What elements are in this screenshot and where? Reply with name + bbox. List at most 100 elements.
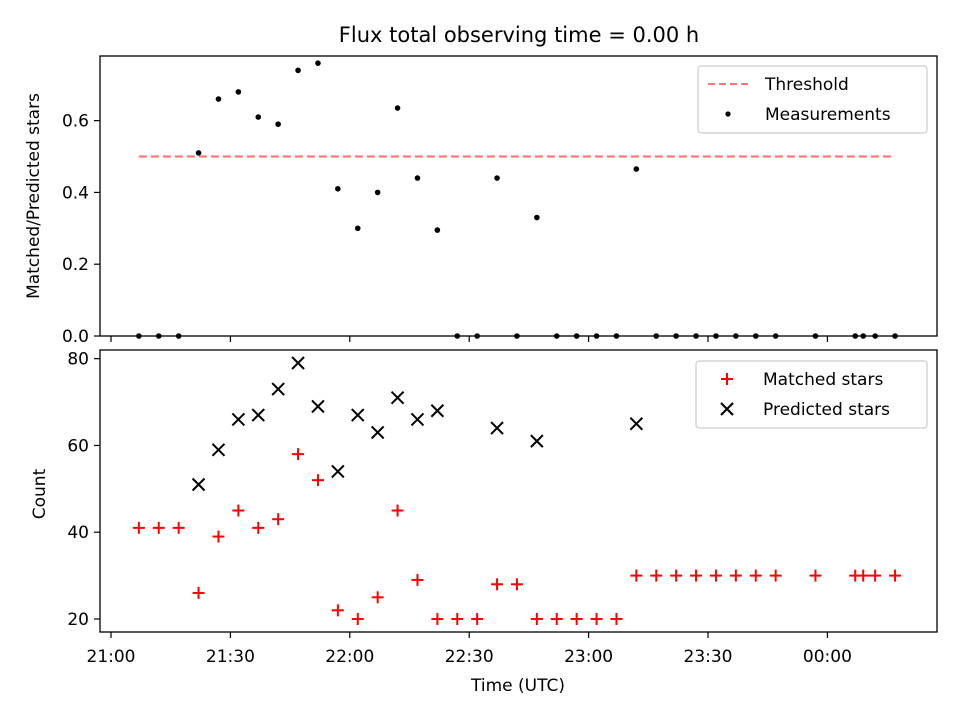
top-y-tick-label-2: 0.4 [62,183,89,203]
predicted-star-point [211,443,226,457]
matched-star-point [650,569,663,582]
matched-star-point [550,612,563,625]
x-tick-label-5: 23:30 [684,647,733,667]
matched-star-point [172,521,185,534]
measurement-point [374,189,381,196]
measurement-point [195,150,202,156]
measurement-point [335,186,341,192]
bottom-y-tick-label-3: 80 [67,350,89,370]
matched-star-point [857,569,870,582]
matched-star-point [272,513,285,526]
bottom-plot-marks [132,356,902,625]
legend-predicted-swatch [720,402,734,416]
predicted-star-point [311,399,325,414]
top-legend: Threshold Measurements [697,65,928,134]
matched-star-point [590,612,603,625]
matched-star-point [809,569,822,582]
matched-star-point [371,591,384,604]
matched-star-point [451,612,464,625]
matched-star-point [252,521,265,534]
top-plot-marks [136,60,898,339]
matched-star-point [610,612,623,625]
matched-star-point [411,573,424,586]
bottom-y-ticks: 20 40 60 80 [67,350,100,630]
top-y-axis-label: Matched/Predicted stars [24,93,44,299]
bottom-y-tick-label-2: 60 [67,436,89,456]
predicted-star-point [351,408,365,422]
bottom-y-axis-label: Count [30,468,50,519]
bottom-legend-box [695,360,928,429]
matched-star-point [491,578,504,591]
x-tick-label-3: 22:30 [445,647,494,667]
matched-star-point [709,569,722,582]
x-tick-label-0: 21:00 [87,647,136,667]
matched-star-point [630,569,643,582]
predicted-star-point [191,477,206,492]
bottom-panel: 20 40 60 80 21:00 21:30 22:00 22:30 23:00 23:30 0… [30,349,938,696]
top-y-tick-label-0: 0.0 [62,327,89,347]
measurement-point [235,89,242,95]
matched-star-point [331,604,344,617]
bottom-x-ticks: 21:00 21:30 22:00 22:30 23:00 23:30 00:00 [87,632,852,667]
legend-threshold-label: Threshold [764,75,849,95]
matched-star-point [889,569,902,582]
legend-measurements-label: Measurements [765,105,891,125]
figure-title: Flux total observing time = 0.00 h [339,23,699,47]
predicted-star-point [331,464,345,479]
matched-star-point [431,612,444,625]
matched-star-point [471,612,484,625]
predicted-star-point [530,434,544,448]
predicted-star-point [251,408,265,422]
x-tick-label-2: 22:00 [325,647,374,667]
top-y-tick-label-3: 0.6 [62,112,89,132]
matched-star-point [232,504,245,517]
measurement-point [255,114,262,120]
predicted-star-point [629,417,644,431]
predicted-star-point [370,425,385,440]
matched-star-point [749,569,762,582]
matched-star-point [670,569,683,582]
bottom-y-tick-label-0: 20 [67,610,89,630]
bottom-axes-frame [99,349,938,633]
matched-star-point [869,569,882,582]
measurement-point [275,121,281,128]
matched-star-point [152,521,165,534]
matched-star-point [311,474,324,487]
predicted-star-point [410,412,425,427]
matched-star-point [192,586,205,599]
matched-star-point [769,569,782,582]
matched-star-point [570,612,583,625]
measurement-point [633,166,640,172]
measurement-point [394,105,401,111]
matched-star-point [530,612,543,625]
legend-matched-label: Matched stars [763,370,883,390]
matched-star-point [391,504,404,517]
matched-star-point [212,530,225,543]
x-axis-label: Time (UTC) [470,676,565,696]
matched-star-point [292,448,305,461]
measurement-point [414,175,421,181]
legend-predicted-label: Predicted stars [763,400,890,420]
measurement-point [534,214,540,221]
predicted-star-point [231,412,246,427]
matched-star-point [351,612,364,625]
x-tick-label-4: 23:00 [564,647,613,667]
measurement-point [354,225,361,232]
top-x-ticks [110,336,829,342]
predicted-star-point [291,356,305,370]
bottom-y-tick-label-1: 40 [67,523,89,543]
x-tick-label-6: 00:00 [803,647,852,667]
measurement-point [434,227,441,233]
measurement-point [215,96,222,102]
predicted-star-point [271,382,285,396]
measurement-point [315,60,321,66]
top-legend-box [697,65,928,134]
matched-star-point [132,521,145,534]
top-axes-frame [99,55,938,337]
matched-star-point [510,578,523,591]
measurement-point [494,175,500,181]
predicted-star-point [390,391,405,405]
matched-star-point [729,569,742,582]
legend-measurements-swatch [725,111,731,117]
